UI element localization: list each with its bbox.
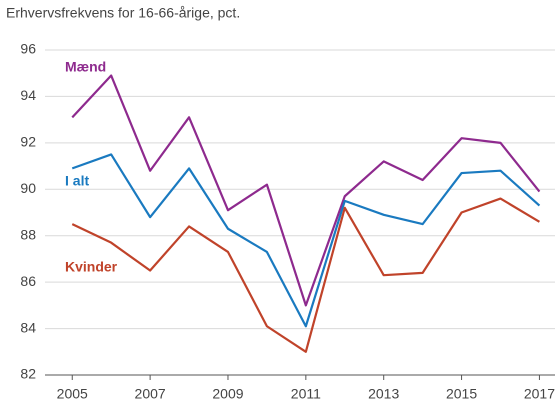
series-line	[71, 197, 540, 353]
y-tick-label: 82	[20, 366, 36, 382]
series-label: I alt	[65, 173, 89, 189]
x-tick-label: 2009	[212, 386, 243, 402]
y-tick-label: 88	[20, 226, 36, 242]
x-tick-label: 2011	[291, 386, 321, 402]
chart-title: Erhvervsfrekvens for 16-66-årige, pct.	[6, 5, 240, 21]
series-label: Kvinder	[65, 259, 118, 275]
x-tick-label: 2015	[446, 386, 477, 402]
y-tick-label: 90	[20, 180, 36, 196]
y-tick-label: 86	[20, 273, 36, 289]
series-line	[71, 74, 541, 307]
series-line	[71, 153, 541, 328]
y-tick-label: 84	[20, 319, 36, 335]
x-tick-label: 2017	[524, 386, 555, 402]
y-tick-label: 92	[20, 134, 36, 150]
x-tick-label: 2005	[57, 386, 88, 402]
x-tick-label: 2013	[368, 386, 399, 402]
y-tick-label: 96	[20, 41, 36, 57]
y-tick-label: 94	[20, 87, 36, 103]
series-label: Mænd	[65, 59, 106, 75]
x-tick-label: 2007	[135, 386, 166, 402]
